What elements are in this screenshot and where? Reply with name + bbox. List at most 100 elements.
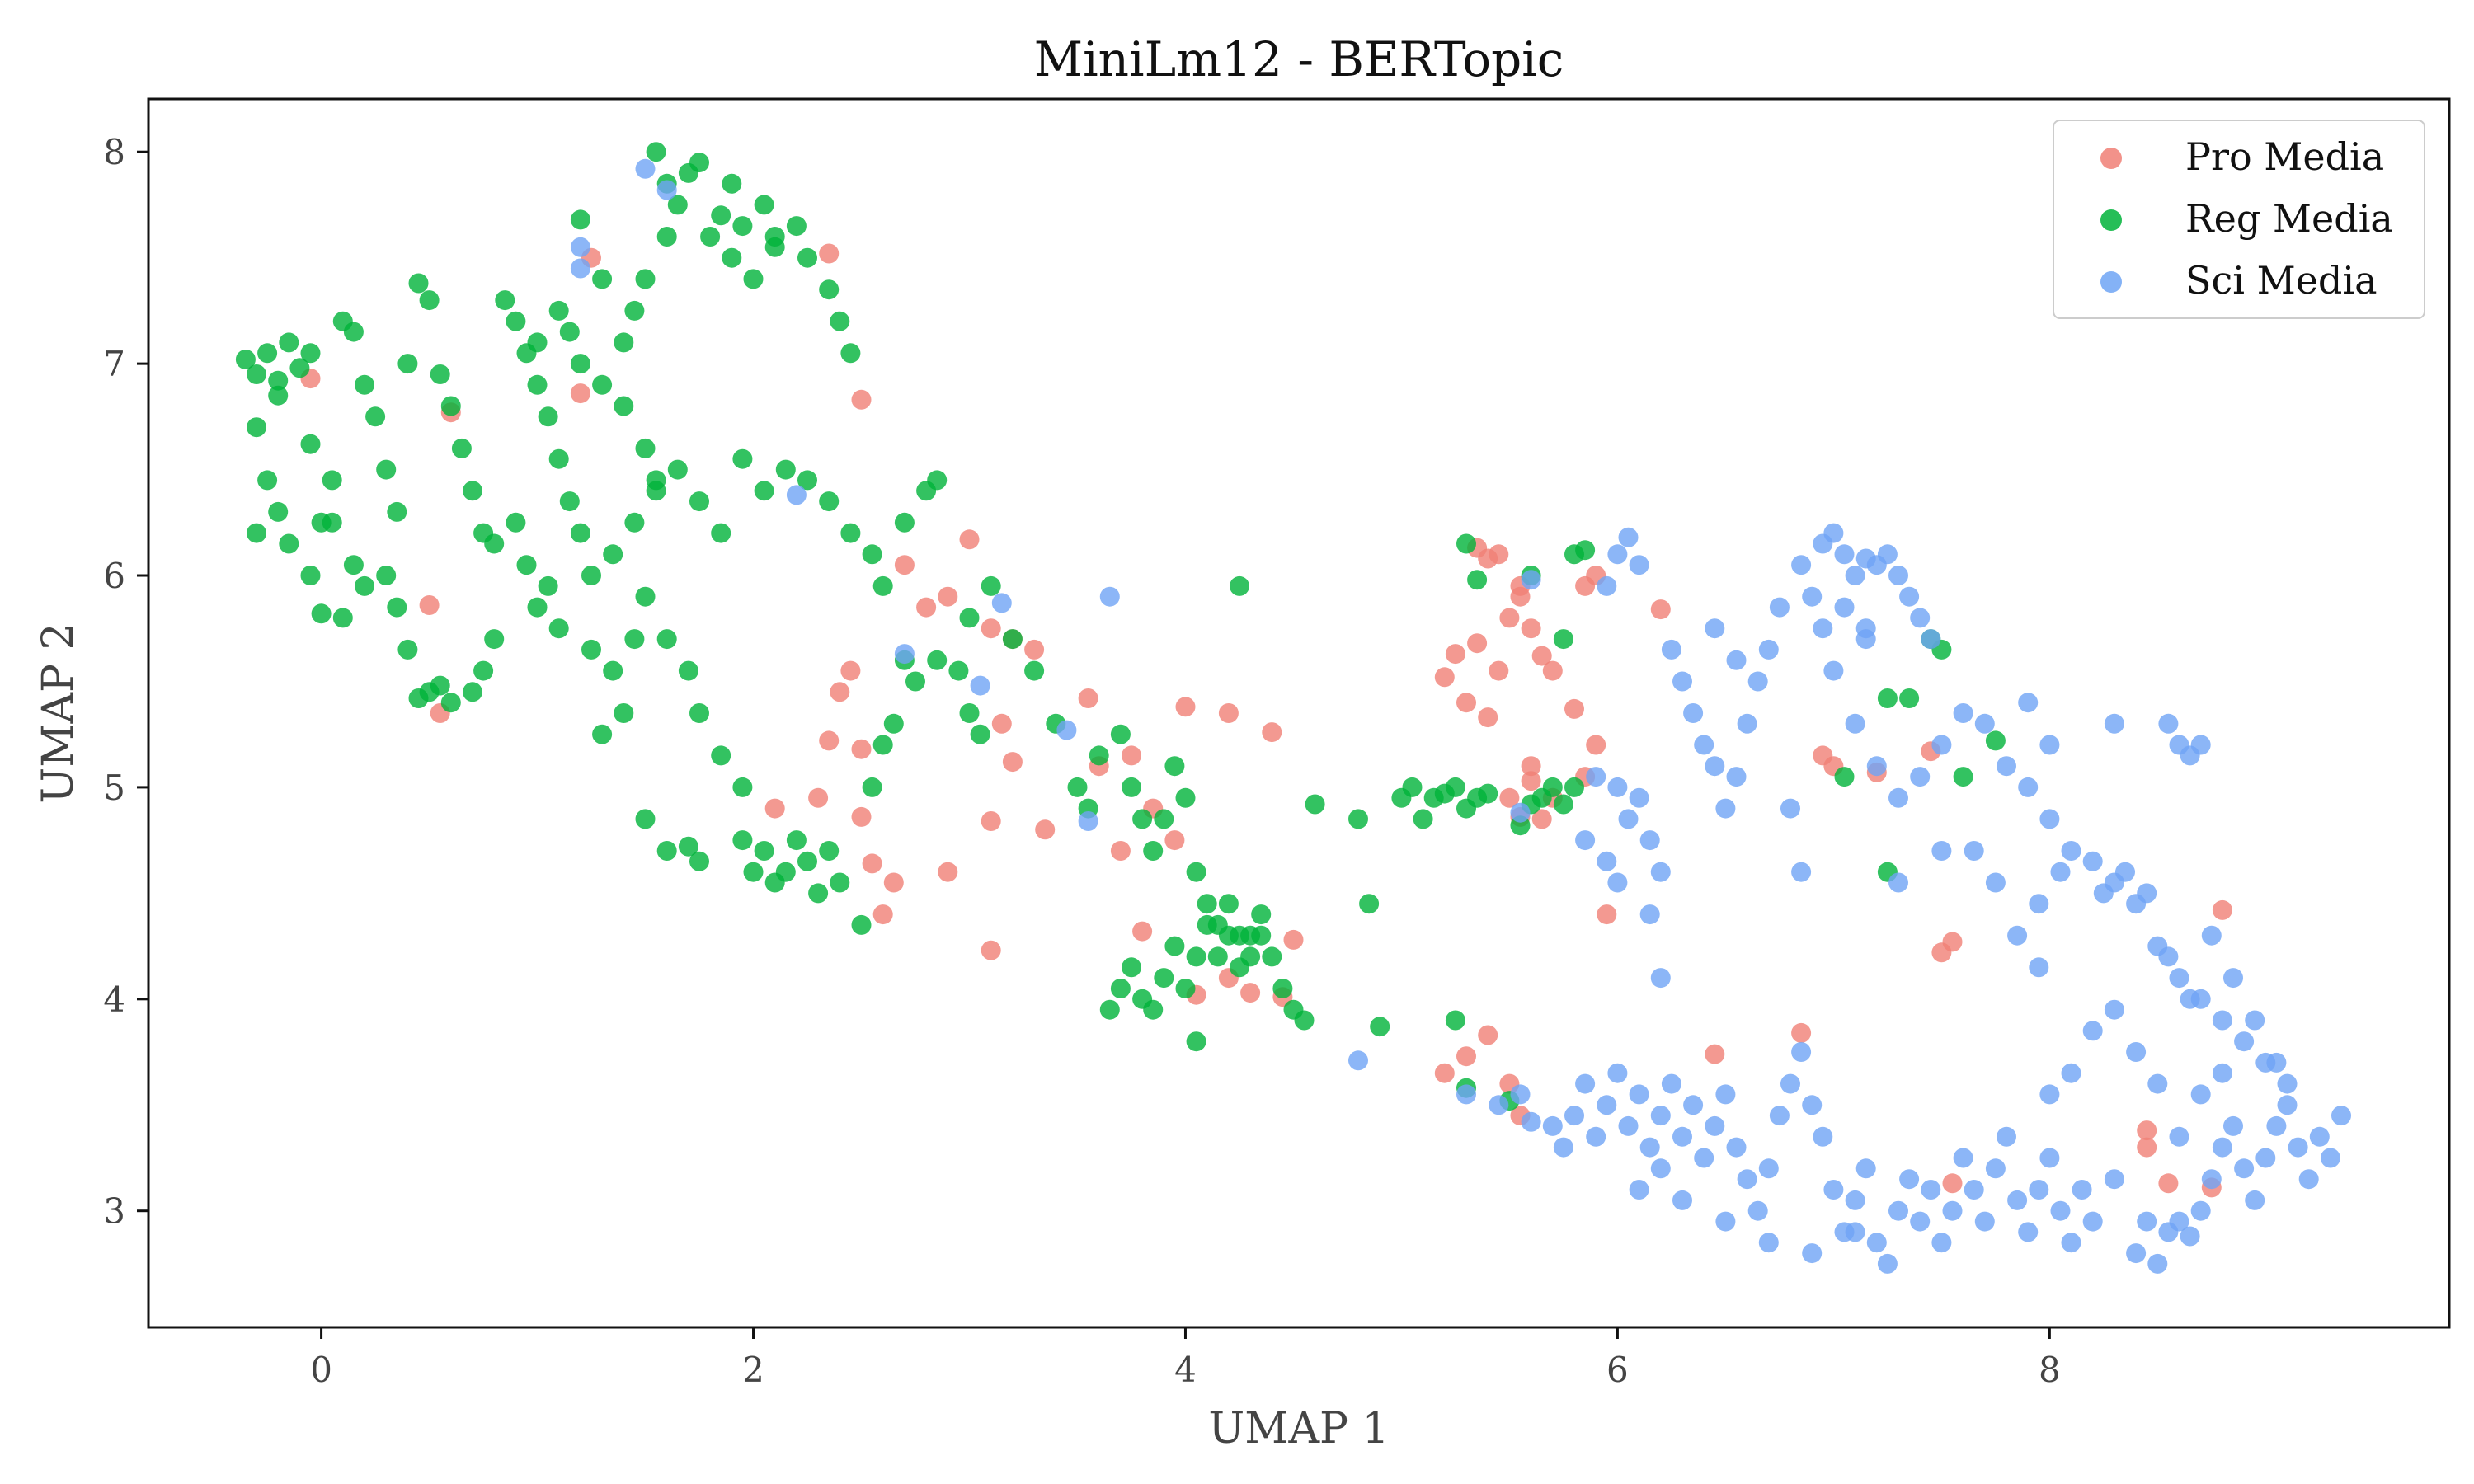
legend-marker-reg-media <box>2100 209 2122 231</box>
point-sci-media-83 <box>2288 1137 2308 1158</box>
y-axis-label: UMAP 2 <box>34 622 83 803</box>
point-sci-media-155 <box>2223 968 2243 989</box>
point-reg-media-186 <box>1294 1010 1315 1031</box>
point-sci-media-174 <box>1650 862 1671 882</box>
point-reg-media-86 <box>754 841 774 861</box>
point-sci-media-103 <box>1953 703 1973 723</box>
point-reg-media-32 <box>506 311 526 331</box>
point-reg-media-27 <box>451 438 472 458</box>
point-sci-media-18 <box>1564 1106 1584 1126</box>
point-reg-media-132 <box>797 247 817 268</box>
point-sci-media-132 <box>1705 756 1725 777</box>
point-sci-media-108 <box>1845 713 1865 734</box>
point-sci-media-40 <box>1802 1095 1823 1115</box>
point-sci-media-62 <box>2039 1148 2060 1168</box>
point-sci-media-195 <box>2061 1063 2081 1083</box>
point-sci-media-14 <box>1510 1084 1531 1105</box>
point-sci-media-152 <box>2158 946 2179 967</box>
point-sci-media-75 <box>2201 1169 2222 1190</box>
point-pro-media-85 <box>1942 1173 1963 1194</box>
point-sci-media-16 <box>1542 1115 1563 1136</box>
point-pro-media-40 <box>1132 921 1153 942</box>
legend: Pro Media Reg Media Sci Media <box>2053 120 2425 319</box>
point-reg-media-183 <box>1262 946 1282 967</box>
point-sci-media-197 <box>2190 1084 2211 1105</box>
point-sci-media-49 <box>1899 1169 1920 1190</box>
point-reg-media-10 <box>268 501 289 522</box>
point-reg-media-25 <box>430 364 450 384</box>
point-reg-media-208 <box>1553 794 1573 815</box>
point-pro-media-27 <box>1262 722 1282 743</box>
point-pro-media-33 <box>862 853 882 874</box>
point-reg-media-63 <box>355 575 374 596</box>
point-reg-media-52 <box>548 618 569 639</box>
point-sci-media-10 <box>1099 586 1120 607</box>
point-reg-media-40 <box>527 332 548 353</box>
point-reg-media-182 <box>1251 904 1272 925</box>
point-reg-media-67 <box>300 566 321 585</box>
point-pro-media-88 <box>2137 1120 2157 1141</box>
point-reg-media-51 <box>538 575 558 596</box>
point-sci-media-98 <box>2061 841 2081 861</box>
point-reg-media-138 <box>711 205 731 226</box>
point-sci-media-7 <box>991 593 1012 613</box>
point-reg-media-46 <box>635 438 656 458</box>
point-sci-media-130 <box>1726 767 1747 787</box>
point-sci-media-32 <box>1715 1084 1736 1105</box>
point-sci-media-110 <box>1813 618 1833 639</box>
point-sci-media-156 <box>2245 1010 2265 1031</box>
y-tick-label-8: 8 <box>103 132 125 172</box>
point-pro-media-25 <box>1175 697 1196 717</box>
point-sci-media-160 <box>2190 735 2211 755</box>
point-sci-media-42 <box>1823 1180 1844 1200</box>
point-pro-media-58 <box>1531 646 1552 666</box>
point-sci-media-127 <box>1758 639 1779 660</box>
point-pro-media-55 <box>1489 544 1509 565</box>
point-sci-media-183 <box>1629 1180 1649 1200</box>
point-sci-media-153 <box>2180 989 2200 1009</box>
point-reg-media-26 <box>440 396 461 416</box>
point-pro-media-79 <box>1705 1044 1725 1064</box>
point-reg-media-139 <box>754 195 774 215</box>
point-reg-media-70 <box>603 660 623 681</box>
point-sci-media-31 <box>1705 1115 1725 1136</box>
point-sci-media-139 <box>1780 798 1800 819</box>
point-pro-media-32 <box>851 806 872 827</box>
point-sci-media-191 <box>2147 1073 2168 1094</box>
point-reg-media-153 <box>1089 745 1109 766</box>
point-reg-media-61 <box>387 597 407 618</box>
point-reg-media-190 <box>1359 894 1380 914</box>
point-sci-media-148 <box>2050 862 2071 882</box>
point-reg-media-15 <box>322 470 342 491</box>
point-reg-media-224 <box>1953 767 1973 787</box>
point-sci-media-74 <box>2190 1200 2211 1221</box>
point-pro-media-61 <box>1521 771 1541 791</box>
point-reg-media-4 <box>279 332 299 353</box>
point-reg-media-37 <box>559 491 580 512</box>
point-reg-media-215 <box>1553 629 1573 650</box>
point-sci-media-164 <box>2018 693 2039 713</box>
point-reg-media-214 <box>1456 533 1476 554</box>
point-sci-media-189 <box>1845 1222 1865 1242</box>
point-reg-media-175 <box>1175 979 1196 998</box>
point-sci-media-194 <box>2082 1021 2103 1041</box>
point-reg-media-154 <box>1110 724 1131 744</box>
point-reg-media-28 <box>463 481 482 501</box>
point-sci-media-150 <box>2115 862 2135 882</box>
point-sci-media-171 <box>1618 809 1639 829</box>
legend-label-pro-media: Pro Media <box>2185 134 2384 179</box>
point-sci-media-184 <box>1650 1158 1671 1179</box>
point-reg-media-85 <box>743 862 764 882</box>
y-tick-label-5: 5 <box>103 768 125 808</box>
point-reg-media-156 <box>1132 809 1153 829</box>
point-reg-media-128 <box>722 247 742 268</box>
point-reg-media-110 <box>819 491 840 512</box>
point-sci-media-52 <box>1931 1233 1952 1253</box>
point-pro-media-73 <box>1650 599 1671 620</box>
point-pro-media-60 <box>1510 586 1531 607</box>
x-axis-label: UMAP 1 <box>1208 1404 1389 1453</box>
point-sci-media-141 <box>1888 872 1908 893</box>
point-sci-media-186 <box>1715 1211 1736 1232</box>
point-sci-media-106 <box>1888 787 1908 808</box>
